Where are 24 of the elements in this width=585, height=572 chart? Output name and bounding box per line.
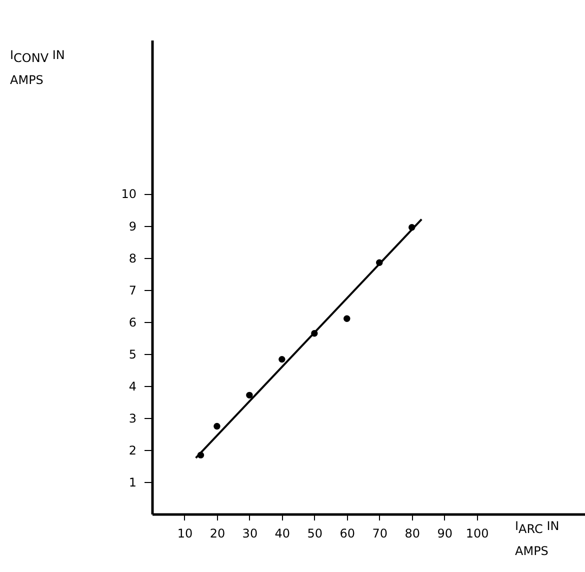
y-tick-label: 5 — [128, 347, 136, 362]
y-tick-label: 8 — [128, 251, 136, 266]
x-tick-label: 40 — [274, 526, 290, 540]
x-tick-label: 60 — [340, 526, 356, 540]
x-tick-label: 50 — [307, 526, 323, 540]
x-tick-label: 100 — [466, 526, 489, 540]
point — [278, 356, 286, 363]
point — [214, 422, 220, 430]
y-tick-label: 4 — [128, 379, 136, 394]
x-tick-label: 20 — [210, 526, 226, 540]
x-tick-label: 90 — [437, 526, 452, 540]
y-tick-label: 7 — [128, 283, 136, 298]
point — [246, 392, 253, 399]
y-tick-label: 6 — [128, 315, 136, 330]
point — [344, 315, 350, 322]
x-tick-label: 10 — [177, 526, 193, 540]
x-tick-label: 80 — [404, 526, 420, 540]
y-tick-label: 9 — [128, 219, 136, 234]
y-tick-label: 1 — [128, 475, 136, 490]
y-tick-label: 3 — [128, 411, 136, 426]
x-tick-label: 30 — [242, 526, 258, 540]
y-tick-label: 10 — [121, 187, 136, 202]
x-tick-label: 70 — [372, 526, 388, 540]
y-tick-label: 2 — [128, 443, 136, 458]
